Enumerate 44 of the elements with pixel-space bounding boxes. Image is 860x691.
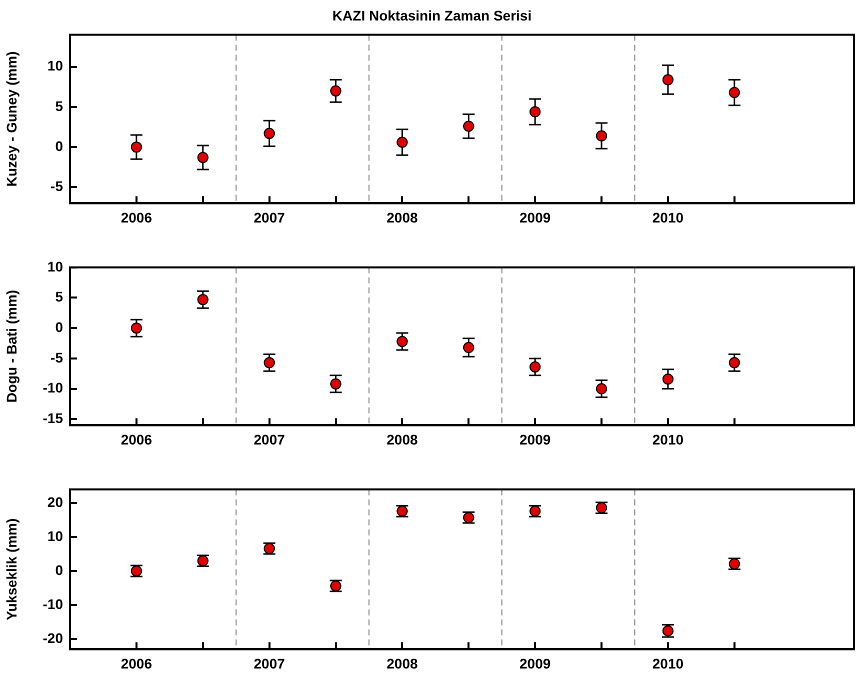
x-tick-label: 2009: [520, 431, 551, 448]
y-tick-label: 0: [55, 138, 64, 154]
y-axis-title: Kuzey - Guney (mm): [3, 51, 20, 187]
x-tick-label: 2009: [520, 655, 551, 672]
y-tick-label: -5: [50, 178, 64, 194]
x-tick-label: 2006: [120, 431, 152, 448]
point: [728, 87, 740, 98]
y-tick-label: 0: [55, 318, 64, 335]
y-tick-label: 5: [55, 288, 64, 305]
x-tick-label: 2009: [520, 209, 551, 226]
x-tick-label: 2010: [652, 431, 684, 448]
x-tick-label: 2007: [254, 655, 286, 672]
point: [130, 142, 142, 153]
x-tick-label: 2006: [120, 209, 152, 226]
chart-title: KAZI Noktasinin Zaman Serisi: [332, 7, 532, 24]
y-tick-label: -10: [42, 596, 64, 612]
x-tick-label: 2010: [652, 655, 684, 672]
y-tick-label: -20: [42, 630, 64, 646]
point: [197, 152, 208, 163]
y-tick-label: 0: [55, 562, 64, 578]
point: [662, 74, 674, 86]
point: [330, 85, 342, 96]
y-axis-title: Yukseklik (mm): [3, 518, 20, 620]
y-axis-title: Dogu - Bati (mm): [3, 290, 20, 403]
x-tick-label: 2006: [120, 655, 152, 672]
y-tick-label: 20: [47, 494, 64, 510]
y-tick-label: -10: [42, 380, 64, 396]
y-tick-label: 5: [55, 98, 64, 114]
x-tick-label: 2008: [386, 209, 418, 226]
y-tick-label: 10: [47, 58, 64, 74]
x-tick-label: 2007: [254, 431, 286, 448]
point: [463, 120, 474, 132]
x-tick-label: 2007: [254, 209, 286, 226]
point: [396, 136, 408, 148]
y-tick-label: 10: [47, 258, 64, 274]
y-tick-label: 10: [47, 528, 64, 544]
y-tick-label: -5: [50, 349, 64, 366]
y-tick-label: -15: [42, 410, 64, 426]
point: [530, 106, 541, 118]
point: [596, 130, 608, 142]
x-tick-label: 2010: [652, 209, 684, 226]
x-tick-label: 2008: [386, 655, 418, 672]
point: [264, 128, 275, 139]
x-tick-label: 2008: [386, 431, 418, 448]
